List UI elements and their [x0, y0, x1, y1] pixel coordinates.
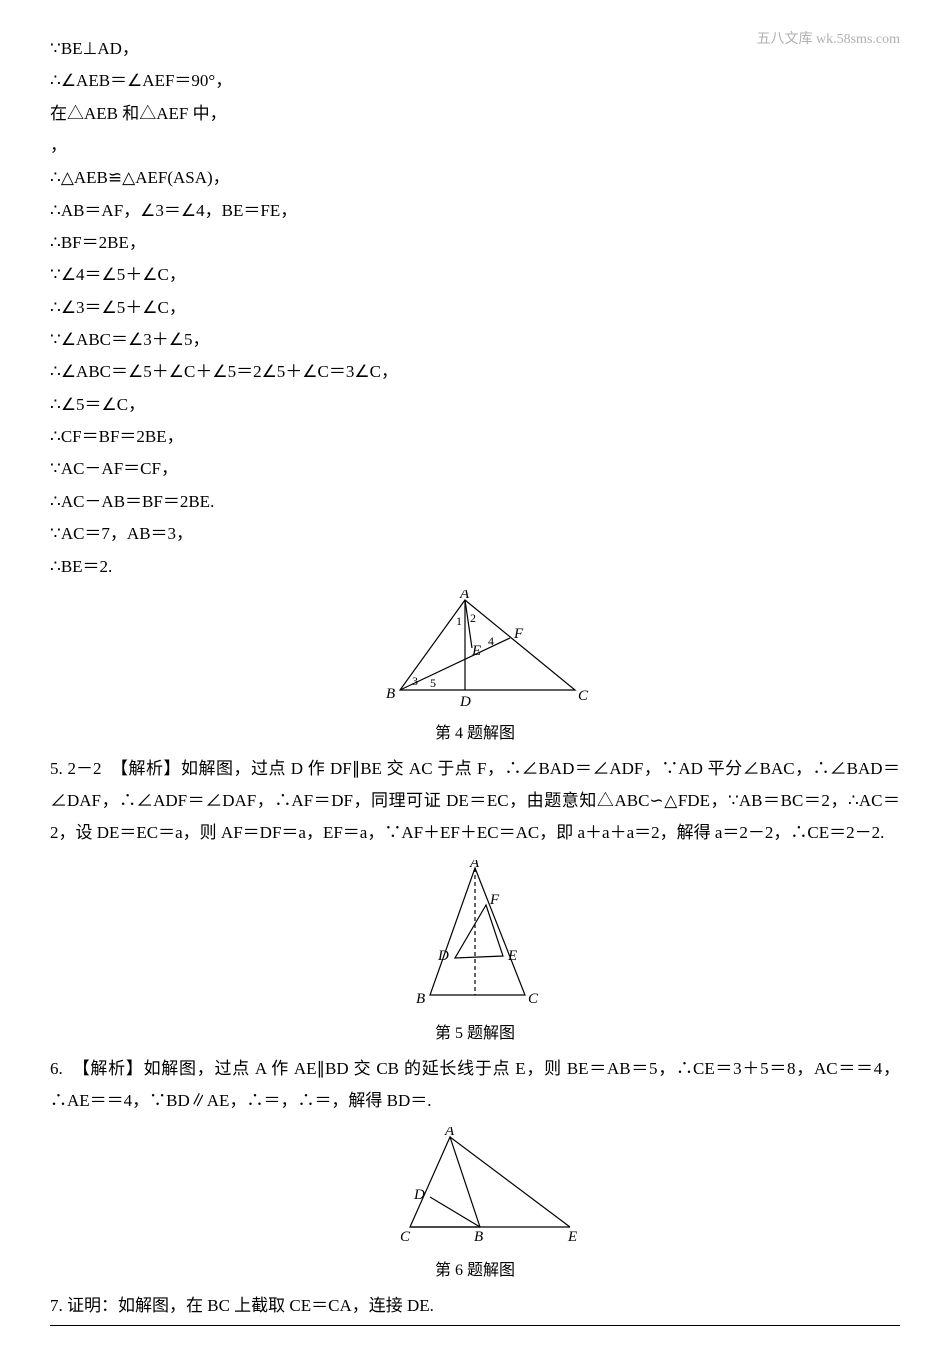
figure-6-caption: 第 6 题解图 — [50, 1256, 900, 1280]
proof-line: ∴∠3＝∠5＋∠C， — [50, 295, 900, 321]
question-6: 6. 【解析】如解图，过点 A 作 AE∥BD 交 CB 的延长线于点 E，则 … — [50, 1053, 900, 1118]
proof-line: ， — [50, 133, 900, 159]
proof-line: ∴∠AEB＝∠AEF＝90°， — [50, 68, 900, 94]
question-5: 5. 2－2 【解析】如解图，过点 D 作 DF∥BE 交 AC 于点 F，∴∠… — [50, 753, 900, 850]
triangle-diagram-icon: A C B E D — [360, 1127, 590, 1247]
question-7: 7. 证明：如解图，在 BC 上截取 CE＝CA，连接 DE. — [50, 1290, 900, 1322]
svg-text:3: 3 — [412, 674, 418, 688]
svg-text:A: A — [444, 1127, 455, 1139]
svg-text:4: 4 — [488, 634, 494, 648]
svg-text:B: B — [416, 991, 425, 1007]
figure-4: A B C D E F 1 2 3 4 5 — [50, 590, 900, 715]
figure-6: A C B E D — [50, 1127, 900, 1252]
figure-5: A B C D E F — [50, 860, 900, 1015]
svg-text:E: E — [567, 1229, 577, 1245]
proof-line: ∴∠5＝∠C， — [50, 392, 900, 418]
watermark: 五八文库 wk.58sms.com — [757, 28, 901, 48]
svg-text:A: A — [459, 590, 470, 602]
proof-line: ∴BE＝2. — [50, 554, 900, 580]
triangle-diagram-icon: A B C D E F 1 2 3 4 5 — [360, 590, 590, 710]
svg-text:B: B — [386, 686, 395, 702]
triangle-diagram-icon: A B C D E F — [390, 860, 560, 1010]
proof-line: ∵AC＝7，AB＝3， — [50, 521, 900, 547]
svg-text:B: B — [474, 1229, 483, 1245]
svg-text:F: F — [489, 892, 500, 908]
footer-rule — [50, 1325, 900, 1326]
figure-4-caption: 第 4 题解图 — [50, 719, 900, 743]
svg-text:1: 1 — [456, 614, 462, 628]
figure-5-caption: 第 5 题解图 — [50, 1019, 900, 1043]
svg-text:5: 5 — [430, 676, 436, 690]
svg-text:F: F — [513, 626, 524, 642]
svg-text:D: D — [437, 948, 449, 964]
svg-text:C: C — [578, 688, 589, 704]
proof-line: 在△AEB 和△AEF 中， — [50, 101, 900, 127]
svg-text:E: E — [507, 948, 517, 964]
svg-text:D: D — [413, 1187, 425, 1203]
svg-text:A: A — [469, 860, 480, 871]
proof-line: ∴∠ABC＝∠5＋∠C＋∠5＝2∠5＋∠C＝3∠C， — [50, 359, 900, 385]
svg-text:C: C — [400, 1229, 411, 1245]
proof-line: ∵∠4＝∠5＋∠C， — [50, 262, 900, 288]
svg-text:2: 2 — [470, 611, 476, 625]
proof-line: ∴CF＝BF＝2BE， — [50, 424, 900, 450]
proof-line: ∴AC－AB＝BF＝2BE. — [50, 489, 900, 515]
proof-line: ∴△AEB≌△AEF(ASA)， — [50, 165, 900, 191]
proof-line: ∵AC－AF＝CF， — [50, 456, 900, 482]
svg-text:E: E — [471, 643, 481, 659]
proof-line: ∵∠ABC＝∠3＋∠5， — [50, 327, 900, 353]
svg-text:D: D — [459, 694, 471, 710]
svg-text:C: C — [528, 991, 539, 1007]
proof-line: ∴BF＝2BE， — [50, 230, 900, 256]
proof-line: ∴AB＝AF，∠3＝∠4，BE＝FE， — [50, 198, 900, 224]
